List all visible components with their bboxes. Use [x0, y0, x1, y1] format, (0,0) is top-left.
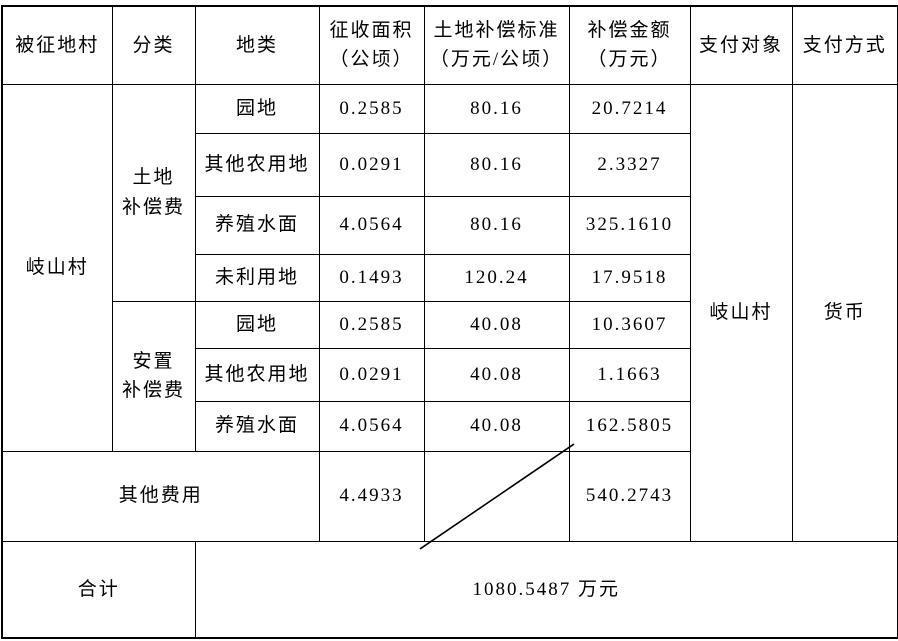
standard-cell: 40.08	[423, 347, 570, 402]
standard-cell: 40.08	[423, 300, 570, 349]
other-fees-row: 其他费用 4.4933 540.2743	[1, 450, 898, 542]
category-cell-resettlement-compensation: 安置 补偿费	[111, 300, 196, 452]
header-cell-amount: 补偿金额 （万元）	[568, 5, 691, 85]
header-row: 被征地村 分类 地类 征收面积 （公顷） 土地补偿标准 （万元/公顷） 补偿金额…	[1, 5, 898, 85]
amount-cell: 17.9518	[568, 253, 691, 302]
amount-cell: 325.1610	[568, 195, 691, 255]
area-cell: 0.1493	[318, 253, 425, 302]
land-type-cell: 其他农用地	[194, 132, 320, 197]
amount-cell: 10.3607	[568, 300, 691, 349]
land-type-cell: 园地	[194, 300, 320, 349]
payee-cell: 岐山村	[689, 83, 793, 542]
area-cell: 0.0291	[318, 347, 425, 402]
land-type-cell: 其他农用地	[194, 347, 320, 402]
amount-cell: 162.5805	[568, 400, 691, 452]
compensation-table: 被征地村 分类 地类 征收面积 （公顷） 土地补偿标准 （万元/公顷） 补偿金额…	[1, 5, 898, 639]
diagonal-slash	[425, 452, 569, 541]
amount-cell: 2.3327	[568, 132, 691, 197]
table-row: 其他农用地 0.0291 40.08 1.1663	[2, 347, 898, 402]
amount-cell: 20.7214	[568, 83, 691, 134]
land-type-cell: 养殖水面	[194, 400, 320, 452]
area-cell: 0.2585	[318, 300, 425, 349]
land-type-cell: 未利用地	[194, 253, 320, 302]
header-cell-standard: 土地补偿标准 （万元/公顷）	[423, 5, 570, 85]
land-type-cell: 园地	[194, 83, 320, 134]
category-cell-land-compensation: 土地 补偿费	[111, 83, 196, 302]
table-row: 岐山村 土地 补偿费 园地 0.2585 80.16 20.7214 岐山村 货…	[1, 83, 898, 542]
area-cell: 0.0291	[318, 132, 425, 197]
total-row: 合计 1080.5487 万元	[1, 540, 898, 639]
table-row: 未利用地 0.1493 120.24 17.9518	[2, 253, 898, 302]
header-cell-method: 支付方式	[791, 5, 898, 85]
table-row: 养殖水面 4.0564 40.08 162.5805	[2, 400, 898, 452]
standard-cell: 40.08	[423, 400, 570, 452]
standard-cell: 120.24	[423, 253, 570, 302]
area-cell: 4.0564	[318, 195, 425, 255]
table-row: 养殖水面 4.0564 80.16 325.1610	[2, 195, 898, 255]
area-cell: 4.0564	[318, 400, 425, 452]
amount-cell: 1.1663	[568, 347, 691, 402]
total-value-cell: 1080.5487 万元	[194, 540, 898, 639]
standard-cell: 80.16	[423, 83, 570, 134]
area-cell: 0.2585	[318, 83, 425, 134]
land-type-cell: 养殖水面	[194, 195, 320, 255]
table-row: 其他农用地 0.0291 80.16 2.3327	[2, 132, 898, 197]
payment-method-cell: 货币	[791, 83, 898, 542]
header-cell-village: 被征地村	[1, 5, 113, 85]
standard-cell: 80.16	[423, 132, 570, 197]
total-label-cell: 合计	[1, 540, 196, 639]
header-cell-category: 分类	[111, 5, 196, 85]
header-cell-land-type: 地类	[194, 5, 320, 85]
other-fees-area-cell: 4.4933	[318, 450, 425, 542]
other-fees-label-cell: 其他费用	[1, 450, 320, 542]
other-fees-amount-cell: 540.2743	[568, 450, 691, 542]
village-cell: 岐山村	[1, 83, 113, 452]
table-row: 安置 补偿费 园地 0.2585 40.08 10.3607	[2, 300, 898, 452]
standard-cell: 80.16	[423, 195, 570, 255]
header-cell-area: 征收面积 （公顷）	[318, 5, 425, 85]
diagonal-slash-cell	[424, 451, 569, 541]
header-cell-payee: 支付对象	[689, 5, 793, 85]
